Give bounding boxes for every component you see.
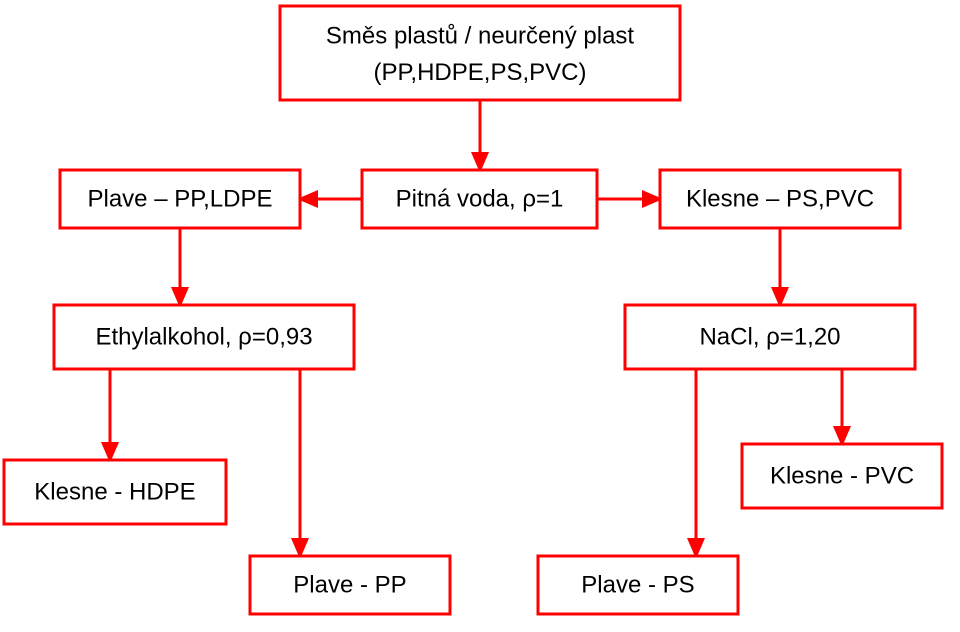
- node-left1-label: Plave – PP,LDPE: [87, 185, 272, 212]
- node-leftleaf1-label: Klesne - HDPE: [34, 478, 195, 505]
- node-left2-label: Ethylalkohol, ρ=0,93: [95, 323, 312, 350]
- node-right1: Klesne – PS,PVC: [660, 170, 900, 228]
- node-root: Směs plastů / neurčený plast (PP,HDPE,PS…: [280, 6, 680, 100]
- node-rightleaf2-label: Plave - PS: [581, 571, 694, 598]
- node-leftleaf2: Plave - PP: [250, 556, 450, 614]
- node-root-line1: Směs plastů / neurčený plast: [326, 22, 634, 49]
- node-leftleaf1: Klesne - HDPE: [4, 460, 226, 524]
- node-rightleaf1-label: Klesne - PVC: [770, 462, 914, 489]
- node-mid1: Pitná voda, ρ=1: [362, 170, 597, 228]
- node-right1-label: Klesne – PS,PVC: [686, 185, 874, 212]
- flowchart-canvas: Směs plastů / neurčený plast (PP,HDPE,PS…: [0, 0, 960, 632]
- node-left1: Plave – PP,LDPE: [60, 170, 300, 228]
- node-leftleaf2-label: Plave - PP: [293, 571, 406, 598]
- node-rightleaf2: Plave - PS: [538, 556, 738, 614]
- node-right2: NaCl, ρ=1,20: [625, 305, 915, 369]
- node-rightleaf1: Klesne - PVC: [742, 444, 942, 508]
- node-left2: Ethylalkohol, ρ=0,93: [54, 305, 354, 369]
- node-mid1-label: Pitná voda, ρ=1: [396, 185, 564, 212]
- node-right2-label: NaCl, ρ=1,20: [699, 323, 840, 350]
- node-root-line2: (PP,HDPE,PS,PVC): [374, 59, 587, 86]
